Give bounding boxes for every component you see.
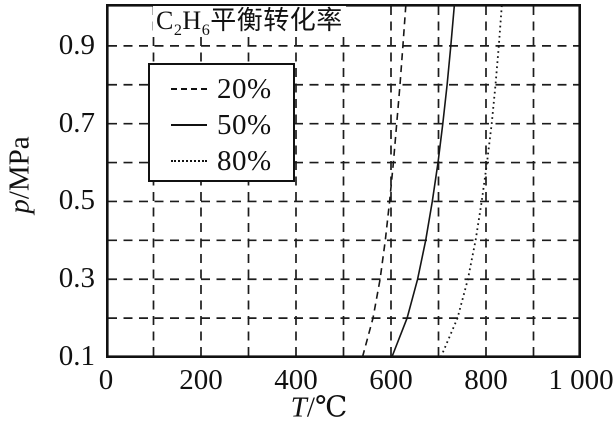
legend-item: 80%: [150, 143, 293, 179]
x-tick-label: 0: [98, 364, 114, 396]
y-tick-label: 0.9: [58, 28, 95, 61]
y-tick-label: 0.1: [58, 339, 95, 372]
x-axis-variable: T: [290, 391, 307, 424]
x-tick-label: 200: [179, 364, 223, 396]
title-formula: H: [182, 6, 202, 35]
legend: 20% 50% 80%: [148, 63, 295, 182]
title-text: 平衡转化率: [210, 6, 343, 35]
plot-area: [106, 4, 581, 358]
y-tick-label: 0.3: [58, 262, 95, 295]
y-tick-label: 0.5: [58, 184, 95, 217]
title-formula-subscript: 2: [173, 22, 183, 40]
y-axis-unit: /MPa: [3, 136, 36, 200]
title-formula: C: [156, 6, 174, 35]
y-axis-variable: p: [3, 199, 36, 214]
y-tick-label: 0.7: [58, 106, 95, 139]
y-axis-label: p/MPa: [4, 136, 37, 213]
legend-line-sample-dashed: [171, 88, 207, 90]
y-axis-ticks: 0.9 0.7 0.5 0.3 0.1: [0, 0, 95, 426]
x-axis-ticks: 0 200 400 600 800 1 000: [0, 364, 614, 396]
x-tick-label: 400: [274, 364, 318, 396]
x-axis-label: T/℃: [291, 390, 348, 425]
legend-line-sample-solid: [171, 124, 207, 126]
legend-item-label: 80%: [217, 144, 272, 177]
curve-20: [361, 4, 407, 358]
title-formula-subscript: 6: [201, 22, 211, 40]
legend-items: 20% 50% 80%: [150, 71, 293, 179]
legend-item: 50%: [150, 107, 293, 143]
legend-item-label: 50%: [217, 108, 272, 141]
x-tick-label: 1 000: [548, 364, 614, 396]
legend-item-label: 20%: [217, 72, 272, 105]
plot-border: [106, 4, 581, 358]
x-tick-label: 800: [464, 364, 508, 396]
curve-50: [391, 4, 456, 358]
x-axis-unit: /℃: [306, 391, 348, 424]
x-tick-label: 600: [369, 364, 413, 396]
legend-line-sample-dotted: [171, 160, 207, 162]
legend-item: 20%: [150, 71, 293, 107]
chart-title: C2H6平衡转化率: [153, 6, 346, 40]
